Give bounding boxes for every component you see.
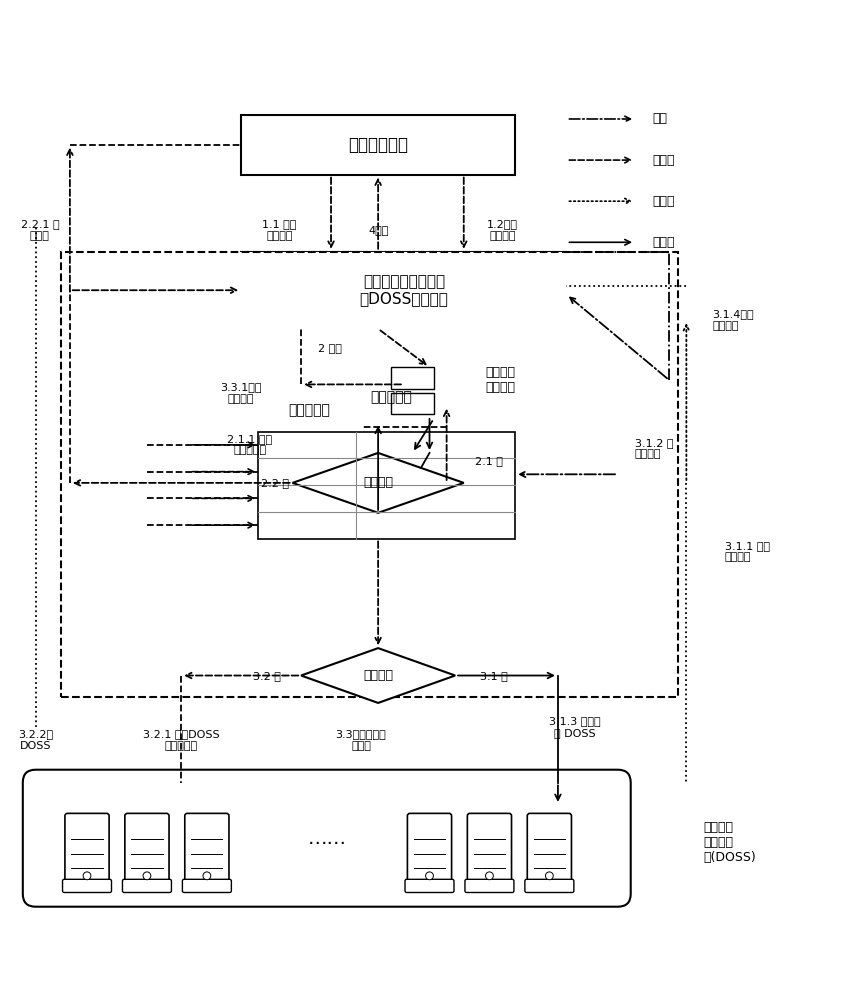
FancyBboxPatch shape bbox=[61, 252, 678, 697]
Text: 块设备访问进程代理
（DOSS客户端）: 块设备访问进程代理 （DOSS客户端） bbox=[359, 274, 448, 306]
Text: 查询命中: 查询命中 bbox=[363, 669, 393, 682]
Circle shape bbox=[425, 872, 434, 880]
FancyBboxPatch shape bbox=[241, 115, 515, 175]
Text: 4返回: 4返回 bbox=[368, 225, 388, 235]
FancyBboxPatch shape bbox=[123, 879, 172, 892]
Text: 分布式对
象存储系
统(DOSS): 分布式对 象存储系 统(DOSS) bbox=[704, 821, 756, 864]
Polygon shape bbox=[293, 453, 464, 513]
FancyBboxPatch shape bbox=[185, 813, 229, 884]
Text: 读操作: 读操作 bbox=[652, 195, 674, 208]
Text: 本地缓存区: 本地缓存区 bbox=[289, 403, 331, 417]
FancyBboxPatch shape bbox=[391, 367, 434, 389]
Circle shape bbox=[485, 872, 493, 880]
FancyBboxPatch shape bbox=[259, 432, 515, 539]
Text: 1.1 读块
设备请求: 1.1 读块 设备请求 bbox=[263, 219, 297, 241]
Text: 3.1.4更新
同步标识: 3.1.4更新 同步标识 bbox=[712, 309, 753, 331]
Text: ……: …… bbox=[308, 829, 346, 848]
Text: 3.2 否: 3.2 否 bbox=[253, 671, 281, 681]
Text: 2.2.1 报
错返回: 2.2.1 报 错返回 bbox=[21, 219, 59, 241]
FancyBboxPatch shape bbox=[391, 393, 434, 414]
Circle shape bbox=[143, 872, 151, 880]
Text: 3.1.3 同步写
到 DOSS: 3.1.3 同步写 到 DOSS bbox=[549, 716, 600, 738]
Text: 2.1.1 查询
本地缓存区: 2.1.1 查询 本地缓存区 bbox=[227, 434, 272, 455]
Text: 3.1.1 读取
缓存数据: 3.1.1 读取 缓存数据 bbox=[725, 541, 770, 562]
FancyBboxPatch shape bbox=[405, 879, 454, 892]
FancyBboxPatch shape bbox=[465, 879, 514, 892]
Text: 属主数据
库服务器: 属主数据 库服务器 bbox=[485, 366, 515, 394]
Text: 3.3同步到本地
缓存区: 3.3同步到本地 缓存区 bbox=[336, 729, 387, 751]
Text: 写操作: 写操作 bbox=[652, 236, 674, 249]
FancyBboxPatch shape bbox=[182, 879, 231, 892]
Text: 3.1.2 写
本地缓存: 3.1.2 写 本地缓存 bbox=[635, 438, 673, 459]
Text: 3.1 是: 3.1 是 bbox=[480, 671, 508, 681]
Text: 是否属主: 是否属主 bbox=[363, 476, 393, 489]
Circle shape bbox=[203, 872, 210, 880]
Text: 本地缓存区: 本地缓存区 bbox=[370, 390, 412, 404]
Text: 3.2.2写
DOSS: 3.2.2写 DOSS bbox=[18, 729, 53, 751]
Text: 同步: 同步 bbox=[652, 112, 667, 125]
Text: 3.2.1 读取DOSS
块设备数据: 3.2.1 读取DOSS 块设备数据 bbox=[143, 729, 220, 751]
Text: 3.3.1更新
同步标识: 3.3.1更新 同步标识 bbox=[221, 382, 262, 404]
Text: 2.1 是: 2.1 是 bbox=[476, 456, 503, 466]
Polygon shape bbox=[301, 648, 455, 703]
FancyBboxPatch shape bbox=[63, 879, 112, 892]
FancyBboxPatch shape bbox=[125, 813, 169, 884]
FancyBboxPatch shape bbox=[407, 813, 452, 884]
FancyBboxPatch shape bbox=[467, 813, 511, 884]
Text: 1.2写块
设备请求: 1.2写块 设备请求 bbox=[487, 219, 518, 241]
FancyBboxPatch shape bbox=[241, 252, 566, 329]
FancyBboxPatch shape bbox=[23, 770, 631, 907]
Text: 2 查询: 2 查询 bbox=[318, 343, 342, 353]
Text: 控制流: 控制流 bbox=[652, 154, 674, 167]
Circle shape bbox=[83, 872, 91, 880]
Text: 虚拟机管理器: 虚拟机管理器 bbox=[348, 136, 408, 154]
FancyBboxPatch shape bbox=[525, 879, 574, 892]
FancyBboxPatch shape bbox=[527, 813, 571, 884]
Text: 2.2 否: 2.2 否 bbox=[261, 478, 289, 488]
FancyBboxPatch shape bbox=[65, 813, 109, 884]
Circle shape bbox=[545, 872, 553, 880]
